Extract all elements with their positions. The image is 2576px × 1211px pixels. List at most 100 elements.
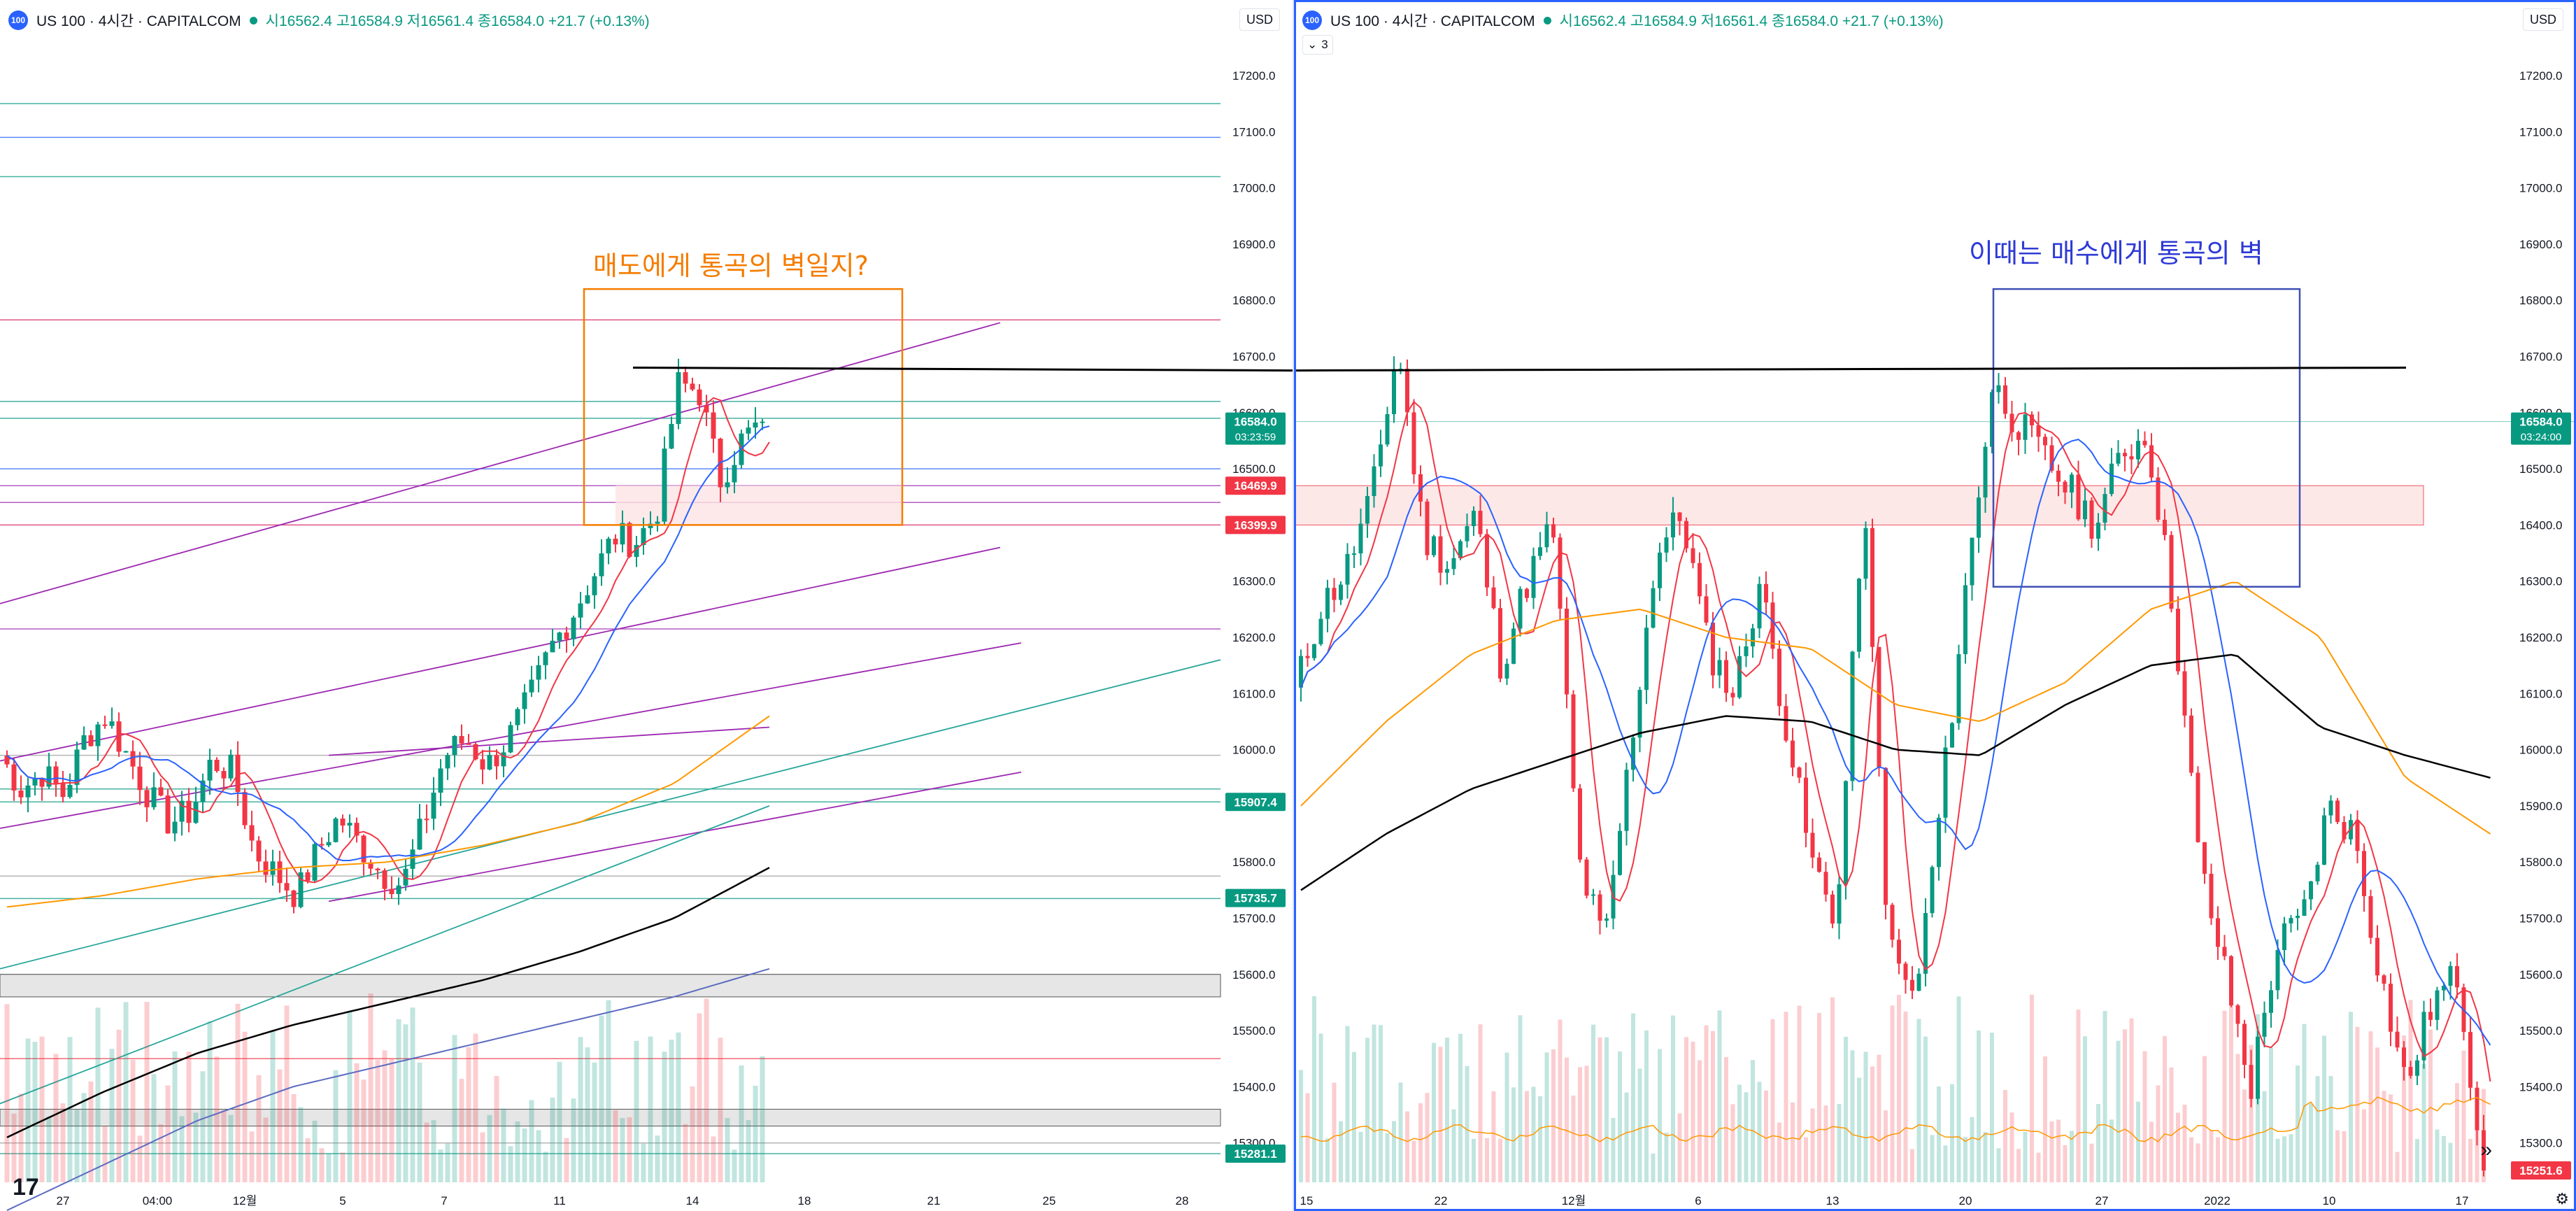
volume-bar bbox=[277, 1069, 283, 1182]
candle bbox=[1684, 520, 1688, 548]
candle bbox=[627, 523, 632, 558]
candle bbox=[2209, 874, 2214, 919]
candle bbox=[1332, 588, 1337, 600]
volume-bar bbox=[1365, 1038, 1369, 1182]
volume-bar bbox=[1604, 1037, 1609, 1182]
volume-bar bbox=[270, 1031, 276, 1182]
candle bbox=[410, 849, 415, 869]
volume-bar bbox=[235, 1003, 241, 1182]
candle bbox=[711, 412, 716, 439]
symbol-badge-icon[interactable]: 100 bbox=[8, 10, 28, 30]
volume-bar bbox=[2235, 1054, 2240, 1182]
candle bbox=[1990, 392, 1994, 447]
volume-bar bbox=[53, 1054, 59, 1182]
volume-bar bbox=[2342, 1131, 2347, 1182]
volume-bar bbox=[2216, 1137, 2220, 1182]
candle bbox=[417, 819, 422, 850]
price-axis-label: 16000.0 bbox=[2519, 744, 2562, 757]
settings-gear-icon[interactable]: ⚙ bbox=[2555, 1190, 2569, 1208]
candle bbox=[1711, 623, 1715, 676]
volume-bar bbox=[2475, 1120, 2479, 1182]
ma-extra-line bbox=[6, 968, 770, 1211]
candle bbox=[1691, 548, 1695, 563]
last-price-tag-countdown: 03:24:00 bbox=[2521, 432, 2561, 444]
expand-icon[interactable]: » bbox=[2480, 1138, 2492, 1161]
volume-bar bbox=[627, 1117, 632, 1182]
volume-bar bbox=[2163, 1035, 2167, 1182]
currency-selector[interactable]: USD bbox=[1239, 8, 1280, 31]
candle bbox=[256, 840, 262, 862]
candle bbox=[158, 787, 164, 796]
volume-bar bbox=[634, 1040, 639, 1182]
chart-canvas-right[interactable]: 이때는 매수에게 통곡의 벽 17200.0 17100.0 17000.0 16900… bbox=[1294, 0, 2576, 1211]
symbol-title[interactable]: US 100 · 4시간 · CAPITALCOM bbox=[36, 13, 241, 29]
candle bbox=[186, 800, 192, 823]
currency-selector[interactable]: USD bbox=[2523, 8, 2563, 31]
volume-bar bbox=[2129, 1018, 2134, 1182]
candle bbox=[1472, 511, 1476, 527]
volume-bar bbox=[2036, 1152, 2041, 1182]
volume-bar bbox=[1850, 1050, 1855, 1182]
volume-bar bbox=[123, 1002, 129, 1182]
volume-bar bbox=[298, 1107, 304, 1182]
candle bbox=[2056, 470, 2061, 482]
price-axis-label: 15700.0 bbox=[2519, 912, 2562, 926]
tradingview-logo-icon[interactable]: 17 bbox=[13, 1174, 39, 1201]
volume-bar bbox=[1498, 1138, 1502, 1182]
candle bbox=[2036, 425, 2041, 437]
volume-bar bbox=[1584, 1065, 1589, 1182]
candle bbox=[431, 792, 436, 819]
candle bbox=[1318, 618, 1323, 644]
volume-bar bbox=[1405, 1111, 1409, 1182]
symbol-badge-icon[interactable]: 100 bbox=[1302, 10, 1322, 30]
volume-bar bbox=[74, 1109, 80, 1182]
candle bbox=[2030, 414, 2034, 425]
volume-bar bbox=[382, 1050, 387, 1182]
candle bbox=[2063, 481, 2068, 493]
volume-bar bbox=[200, 1071, 206, 1182]
volume-bar bbox=[760, 1056, 765, 1182]
ma-slow-line bbox=[6, 715, 770, 908]
candle bbox=[1751, 628, 1755, 646]
volume-bar bbox=[1339, 1121, 1343, 1182]
candle bbox=[2482, 1130, 2486, 1171]
market-open-icon bbox=[249, 16, 257, 24]
chart-canvas-left[interactable]: 매도에게 통곡의 벽일지? 17200.0 17100.0 17000.0 16900.… bbox=[0, 0, 1293, 1211]
volume-bar bbox=[592, 1062, 597, 1182]
volume-bar bbox=[249, 1131, 255, 1182]
candle bbox=[1777, 649, 1781, 707]
candle bbox=[704, 405, 709, 413]
volume-bar bbox=[410, 1007, 415, 1182]
indicators-toggle[interactable]: ⌄ 3 bbox=[1302, 35, 1333, 55]
candle bbox=[1491, 587, 1496, 609]
candle bbox=[1631, 737, 1635, 770]
candle bbox=[2003, 385, 2007, 414]
candle bbox=[2196, 772, 2200, 842]
volume-bar bbox=[214, 1056, 220, 1182]
price-tag: 15735.7 bbox=[1234, 892, 1276, 905]
volume-bar bbox=[2368, 1031, 2373, 1182]
volume-bar bbox=[2043, 1056, 2047, 1182]
resistance-line bbox=[632, 367, 1293, 372]
price-tag-bg bbox=[1225, 888, 1286, 907]
volume-bar bbox=[1658, 1049, 1662, 1182]
candle bbox=[2203, 842, 2207, 874]
price-axis-label: 16100.0 bbox=[2519, 687, 2562, 700]
volume-bar bbox=[1411, 1140, 1416, 1182]
candle bbox=[1996, 385, 2001, 392]
candle bbox=[1744, 646, 1749, 656]
symbol-title[interactable]: US 100 · 4시간 · CAPITALCOM bbox=[1330, 13, 1535, 29]
chart-pane-left[interactable]: 매도에게 통곡의 벽일지? 17200.0 17100.0 17000.0 16900.… bbox=[0, 0, 1294, 1211]
chart-pane-right[interactable]: 이때는 매수에게 통곡의 벽 17200.0 17100.0 17000.0 16900… bbox=[1294, 0, 2576, 1211]
candle bbox=[74, 749, 80, 785]
volume-bar bbox=[578, 1037, 583, 1182]
candle bbox=[1677, 512, 1682, 521]
price-axis-label: 16000.0 bbox=[1232, 744, 1275, 757]
volume-bar bbox=[550, 1097, 555, 1182]
volume-bar bbox=[116, 1029, 122, 1182]
volume-bar bbox=[102, 1126, 108, 1182]
volume-bar bbox=[2448, 1142, 2453, 1182]
candle bbox=[1299, 656, 1303, 688]
candle bbox=[1604, 918, 1609, 921]
ohlc-values: 시16562.4 고16584.9 저16561.4 종16584.0 +21.… bbox=[1559, 13, 1944, 29]
